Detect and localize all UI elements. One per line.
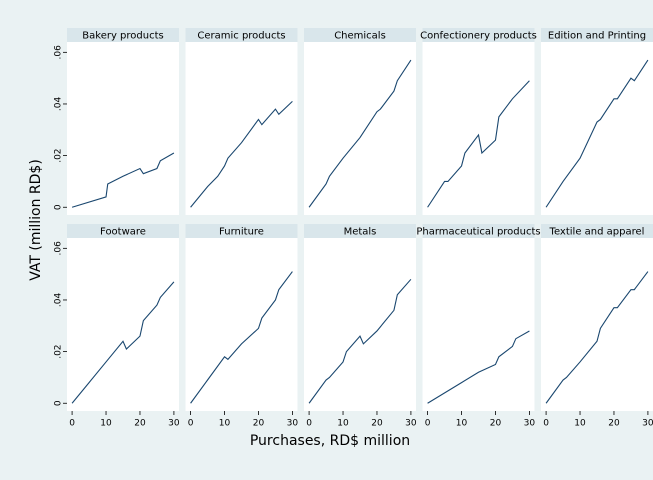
y-tick-label: .04 xyxy=(54,293,64,308)
line xyxy=(71,152,175,208)
panel-title: Footware xyxy=(100,227,146,238)
y-tick-label: .06 xyxy=(54,45,64,60)
panel-title: Furniture xyxy=(219,227,264,238)
panel-header xyxy=(67,224,179,238)
line xyxy=(545,59,649,208)
panel-title: Textile and apparel xyxy=(549,227,645,238)
x-tick-label: 30 xyxy=(168,419,180,429)
y-tick-label: 0 xyxy=(54,400,64,406)
x-tick-label: 0 xyxy=(306,419,312,429)
plot-area xyxy=(304,42,416,215)
x-tick-label: 0 xyxy=(543,419,549,429)
line xyxy=(190,100,293,208)
x-tick-label: 30 xyxy=(524,419,536,429)
x-tick-label: 20 xyxy=(490,419,502,429)
plot-area xyxy=(185,42,298,215)
panel-header xyxy=(422,224,535,238)
plot-area xyxy=(304,238,416,411)
x-tick-label: 20 xyxy=(608,419,620,429)
x-tick-label: 10 xyxy=(574,419,586,429)
x-tick-label: 10 xyxy=(100,419,112,429)
x-tick-label: 0 xyxy=(69,419,75,429)
y-tick-label: .06 xyxy=(54,241,64,256)
x-tick-label: 0 xyxy=(188,419,194,429)
panel-title: Ceramic products xyxy=(197,31,285,42)
x-tick-label: 20 xyxy=(253,419,265,429)
x-tick-label: 0 xyxy=(425,419,431,429)
plot-area xyxy=(185,238,298,411)
panel-header xyxy=(185,28,298,42)
plot-area xyxy=(541,238,653,411)
y-tick-label: .02 xyxy=(54,148,64,162)
panel-header xyxy=(185,224,298,238)
line xyxy=(190,271,293,404)
panel-header xyxy=(67,28,179,42)
x-axis-title: Purchases, RD$ million xyxy=(250,433,410,449)
line xyxy=(427,80,530,208)
plot-area xyxy=(67,42,179,215)
x-tick-label: 30 xyxy=(287,419,299,429)
panel-title: Edition and Printing xyxy=(548,31,646,42)
panel-header xyxy=(422,28,535,42)
y-tick-label: .04 xyxy=(54,97,64,112)
panel-title: Metals xyxy=(344,227,377,238)
panel-header xyxy=(304,28,416,42)
panel-header xyxy=(304,224,416,238)
x-tick-label: 20 xyxy=(371,419,383,429)
plot-area xyxy=(67,238,179,411)
x-tick-label: 30 xyxy=(642,419,653,429)
panel-title: Pharmaceutical products xyxy=(416,227,540,238)
panel-header xyxy=(541,224,653,238)
x-tick-label: 10 xyxy=(337,419,349,429)
x-tick-label: 10 xyxy=(456,419,468,429)
panel-title: Confectionery products xyxy=(420,31,537,42)
line xyxy=(308,59,412,208)
panel-header xyxy=(541,28,653,42)
plot-area xyxy=(422,238,535,411)
x-tick-label: 10 xyxy=(219,419,231,429)
line xyxy=(71,281,175,404)
y-tick-label: 0 xyxy=(54,204,64,210)
y-tick-label: .02 xyxy=(54,344,64,358)
x-tick-label: 30 xyxy=(405,419,417,429)
line xyxy=(545,271,649,404)
line xyxy=(308,278,412,404)
y-axis-title: VAT (million RD$) xyxy=(28,159,44,281)
panel-title: Chemicals xyxy=(334,31,386,42)
panel-title: Bakery products xyxy=(82,31,163,42)
x-tick-label: 20 xyxy=(134,419,146,429)
line xyxy=(427,330,530,404)
